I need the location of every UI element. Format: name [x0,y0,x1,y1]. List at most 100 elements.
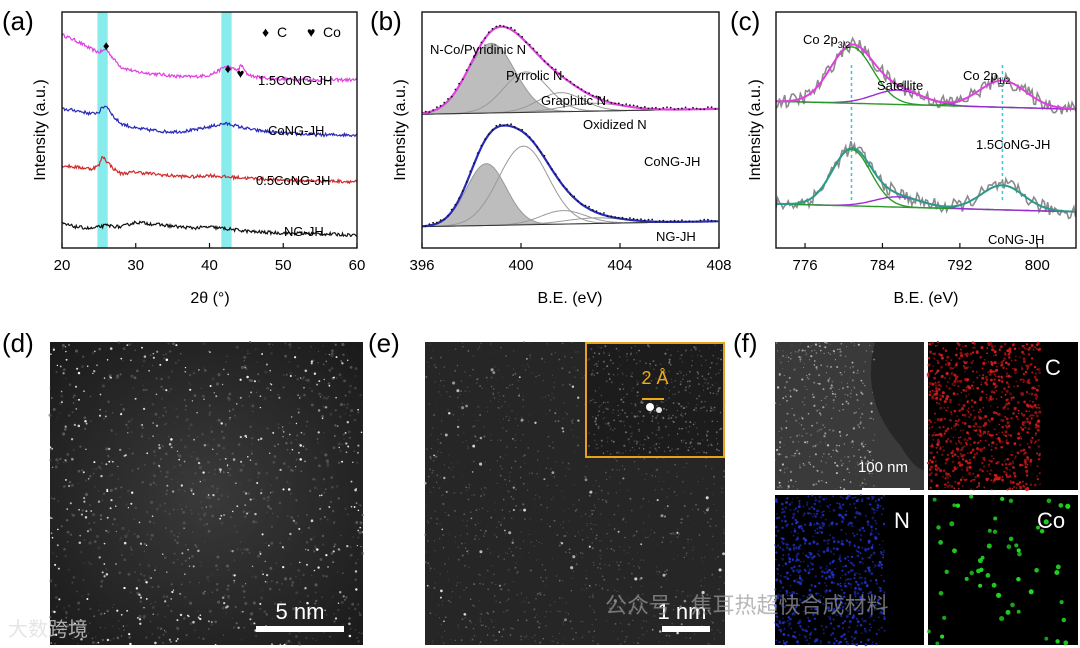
stem-texture [436,572,438,574]
c-signal [939,398,942,401]
panel-b-xlabel: B.E. (eV) [538,290,603,307]
stem-texture [712,475,715,478]
stem-texture [264,370,268,374]
inset-texture [630,403,632,405]
stem-texture [359,504,362,507]
c-signal [1004,462,1008,466]
stem-texture [507,598,510,600]
stem-texture [184,404,188,408]
b-raw-point [610,101,613,104]
stem-texture [567,462,570,465]
stem-texture [118,628,120,630]
single-atom [490,368,494,372]
haadf-texture [847,455,850,459]
stem-texture [508,416,510,418]
inset-texture [629,353,632,356]
stem-texture [151,633,153,635]
stem-texture [290,468,293,472]
stem-texture [678,533,681,536]
single-atom [106,516,109,519]
n-signal [819,642,822,645]
single-atom [305,563,309,566]
haadf-texture [832,350,835,353]
stem-texture [474,535,477,537]
inset-texture [604,422,607,425]
single-atom [83,500,86,503]
c-signal [930,444,934,448]
inset-texture [665,388,667,390]
c-signal [1003,357,1006,359]
n-signal [866,523,870,527]
inset-texture [677,350,679,352]
inset-texture [637,422,639,425]
stem-texture [170,370,174,373]
single-atom [347,445,350,448]
haadf-texture [786,354,788,356]
b-raw-point [666,220,668,223]
n-signal [831,631,835,635]
stem-texture [354,628,357,631]
c-signal [940,374,944,379]
haadf-texture [833,401,835,404]
haadf-texture [863,370,865,373]
stem-texture [150,500,154,504]
stem-texture [228,467,232,471]
inset-texture [631,432,633,434]
stem-texture [572,435,574,437]
stem-texture [576,508,578,511]
c-signal [983,458,986,462]
stem-texture [339,402,343,407]
stem-texture [180,439,183,441]
stem-texture [183,399,186,401]
stem-texture [460,542,463,545]
stem-texture [125,503,128,506]
c-signal [992,481,995,484]
stem-texture [297,641,301,644]
stem-texture [331,486,334,489]
c-signal [990,445,993,448]
c-signal [939,394,942,397]
stem-texture [52,408,56,411]
stem-texture [558,432,560,433]
stem-texture [711,621,714,624]
c-signal [1017,410,1020,412]
stem-texture [620,600,623,603]
stem-texture [457,624,459,626]
b-raw-point [476,152,479,155]
stem-texture [669,532,671,535]
n-signal [855,601,858,604]
stem-texture [584,476,587,478]
stem-texture [538,374,540,377]
stem-texture [343,379,347,383]
stem-texture [570,429,572,431]
inset-texture [688,387,690,389]
stem-texture [541,542,543,545]
stem-texture [182,511,185,514]
haadf-texture [819,412,821,415]
stem-texture [248,352,251,355]
c-signal [969,443,972,446]
stem-texture [665,573,668,576]
c-signal [1005,375,1008,378]
stem-texture [588,630,591,633]
n-signal [781,540,784,543]
stem-texture [296,364,300,368]
c-signal [971,341,975,345]
inset-texture [633,440,636,442]
b-raw-point [669,220,672,222]
single-atom [270,492,272,494]
stem-texture [477,405,480,408]
n-signal [866,638,870,642]
stem-texture [434,381,436,383]
stem-texture [440,473,442,475]
single-atom [283,643,286,646]
c-signal [980,381,983,384]
stem-texture [495,619,497,621]
stem-texture [499,465,502,467]
stem-texture [522,434,524,436]
stem-texture [477,420,479,422]
stem-texture [243,548,246,551]
c-signal [1034,346,1037,349]
c-signal [949,398,952,402]
